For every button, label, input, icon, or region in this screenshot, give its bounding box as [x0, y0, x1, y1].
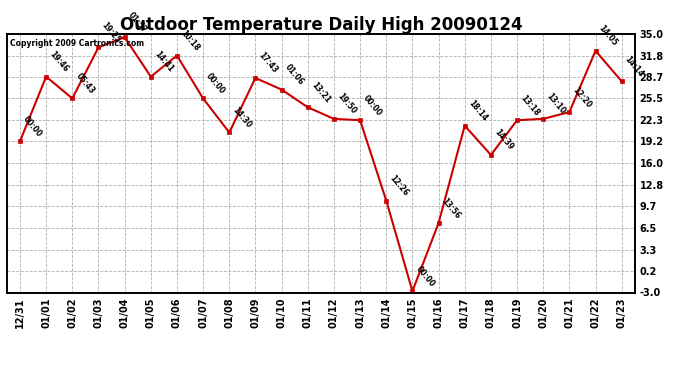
Text: 13:10: 13:10	[544, 92, 567, 116]
Text: 18:14: 18:14	[466, 99, 489, 123]
Text: 12:26: 12:26	[388, 174, 410, 198]
Text: 00:00: 00:00	[21, 114, 43, 138]
Text: 13:21: 13:21	[309, 80, 332, 105]
Text: 19:25: 19:25	[100, 20, 122, 45]
Text: 05:43: 05:43	[74, 72, 96, 96]
Text: 14:39: 14:39	[492, 128, 515, 152]
Text: 14:14: 14:14	[623, 54, 646, 79]
Text: 17:43: 17:43	[257, 51, 279, 75]
Text: 19:46: 19:46	[48, 50, 70, 74]
Text: 00:00: 00:00	[204, 71, 227, 96]
Text: 01:57: 01:57	[126, 10, 148, 34]
Title: Outdoor Temperature Daily High 20090124: Outdoor Temperature Daily High 20090124	[119, 16, 522, 34]
Text: 14:05: 14:05	[597, 24, 619, 48]
Text: 00:00: 00:00	[362, 93, 384, 117]
Text: 13:56: 13:56	[440, 196, 462, 220]
Text: Copyright 2009 Cartronics.com: Copyright 2009 Cartronics.com	[10, 39, 144, 48]
Text: 14:30: 14:30	[230, 105, 253, 130]
Text: 14:41: 14:41	[152, 50, 175, 74]
Text: 10:18: 10:18	[178, 28, 201, 53]
Text: 13:18: 13:18	[518, 93, 541, 117]
Text: 12:20: 12:20	[571, 85, 593, 109]
Text: 00:00: 00:00	[414, 264, 436, 288]
Text: 01:06: 01:06	[283, 63, 306, 87]
Text: 19:50: 19:50	[335, 92, 357, 116]
